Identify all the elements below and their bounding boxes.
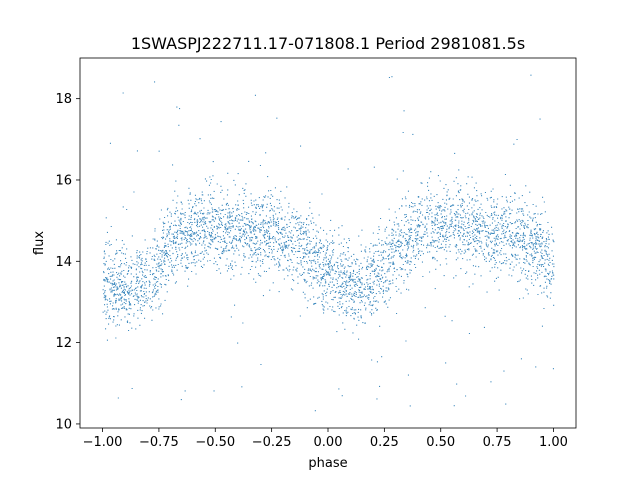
x-axis-label: phase — [308, 456, 347, 471]
x-tick-label: 1.00 — [539, 435, 568, 450]
x-axis: −1.00 −0.75 −0.50 −0.25 0.00 0.25 0.50 0.75 1.00 — [83, 428, 568, 450]
x-tick-label: 0.00 — [314, 435, 343, 450]
chart-title: 1SWASPJ222711.17-071808.1 Period 2981081… — [131, 34, 525, 53]
y-tick-label: 18 — [55, 92, 72, 107]
x-tick-label: 0.50 — [426, 435, 455, 450]
scatter-point-cloud — [102, 74, 555, 412]
y-axis: 10 12 14 16 18 — [55, 92, 80, 432]
data-points — [102, 74, 555, 412]
x-tick-label: 0.25 — [370, 435, 399, 450]
y-tick-label: 16 — [55, 173, 72, 188]
x-tick-label: 0.75 — [483, 435, 512, 450]
x-tick-label: −1.00 — [83, 435, 123, 450]
x-tick-label: −0.25 — [252, 435, 292, 450]
y-tick-label: 10 — [55, 417, 72, 432]
y-tick-label: 12 — [55, 336, 72, 351]
y-axis-label: flux — [32, 231, 47, 255]
y-tick-label: 14 — [55, 255, 72, 270]
plot-area-frame — [79, 57, 577, 429]
x-tick-label: −0.50 — [195, 435, 235, 450]
x-tick-label: −0.75 — [139, 435, 179, 450]
